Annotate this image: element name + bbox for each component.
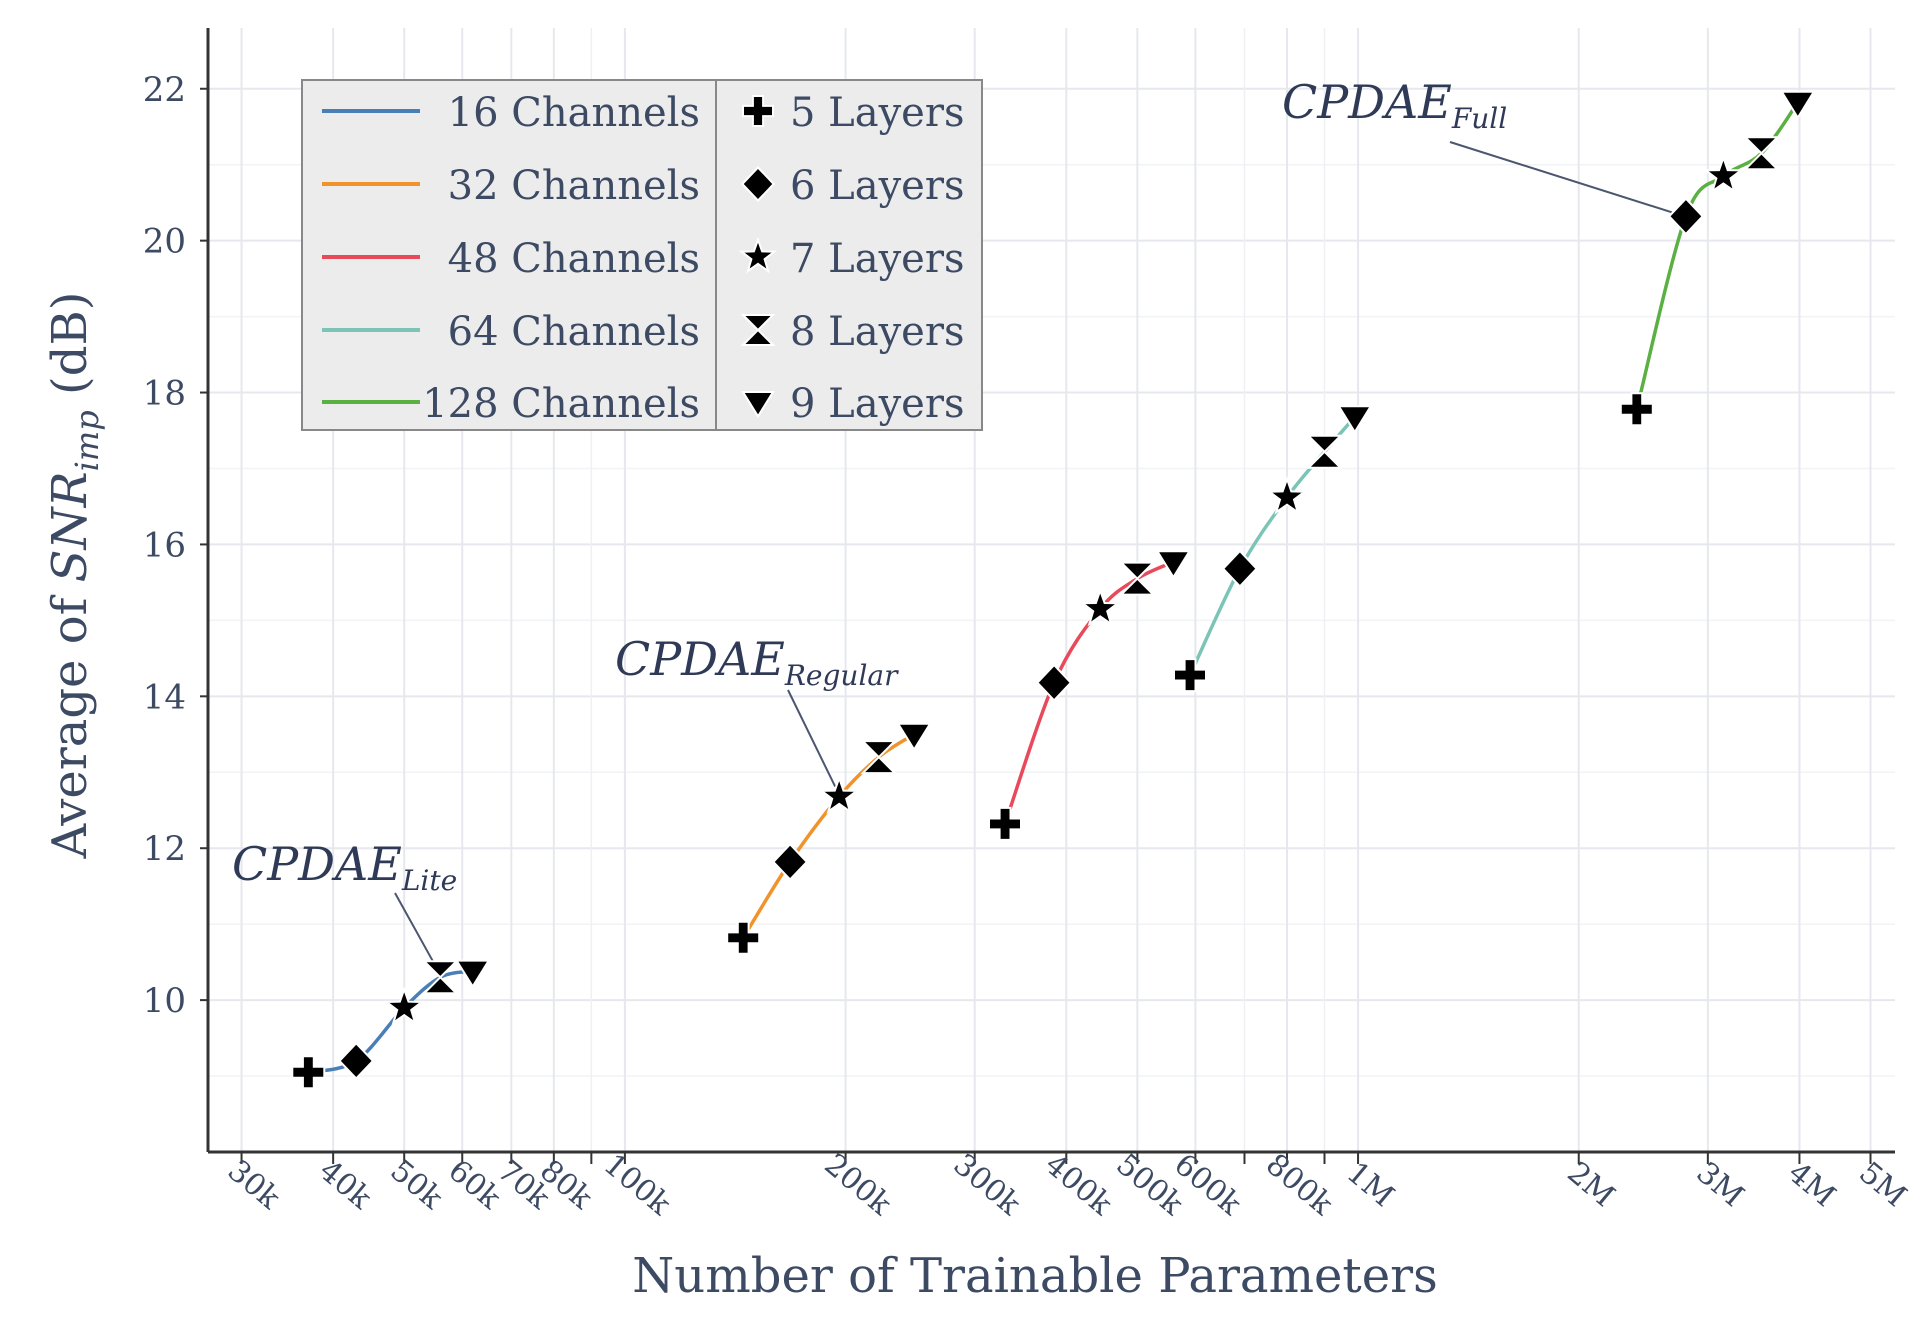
x-tick-label: 4M	[1781, 1155, 1842, 1214]
legend-marker-diamond	[740, 166, 776, 202]
x-tick-label: 3M	[1690, 1155, 1751, 1214]
legend-series-label: 64 Channels	[448, 309, 700, 355]
x-tick-label: 600k	[1167, 1147, 1248, 1223]
legend-layer-label: 5 Layers	[790, 90, 965, 136]
annotation-arrow	[787, 689, 837, 788]
annotation-label: CPDAEFull	[1282, 75, 1507, 135]
annotation-arrow	[394, 892, 438, 968]
annotation-label-subscript: Regular	[784, 659, 899, 692]
data-point-series2-5	[896, 722, 932, 752]
data-point-series1-5	[454, 959, 491, 989]
y-axis-title-variable: SNR	[42, 471, 98, 582]
y-tick-label: 12	[143, 829, 186, 869]
data-point-series1-1	[291, 1055, 326, 1090]
annotation-label-subscript: Lite	[401, 864, 457, 897]
x-tick-label: 800k	[1259, 1147, 1340, 1223]
data-point-series4-3	[1266, 475, 1308, 515]
data-point-series4-5	[1337, 405, 1373, 434]
data-point-series2-1	[726, 920, 761, 955]
y-tick-label: 16	[143, 525, 186, 565]
series-line-3	[1003, 560, 1175, 825]
data-point-series3-1	[988, 806, 1022, 841]
data-point-series2-2	[772, 842, 809, 881]
y-ticks: 10 12 14 16 18 20 22	[143, 70, 208, 1021]
series-line-4	[1188, 415, 1357, 676]
legend-layer-label: 7 Layers	[790, 236, 965, 282]
legend-series-label: 32 Channels	[448, 163, 700, 209]
x-tick-label: 30k	[221, 1153, 287, 1217]
data-point-series4-1	[1173, 658, 1207, 693]
data-point-series4-4	[1306, 434, 1343, 469]
data-point-series3-3	[1079, 587, 1121, 627]
annotation-label-main: CPDAE	[1282, 75, 1452, 129]
y-tick-label: 18	[143, 374, 186, 414]
x-tick-label: 5M	[1852, 1155, 1913, 1214]
y-tick-label: 10	[143, 981, 186, 1021]
series-line-2	[741, 732, 916, 939]
data-point-series5-4	[1742, 136, 1780, 171]
y-tick-label: 20	[143, 222, 186, 262]
legend-series-label: 16 Channels	[448, 90, 700, 136]
legend-layer-label: 8 Layers	[790, 309, 965, 355]
y-tick-label: 22	[143, 70, 186, 110]
data-point-series1-3	[383, 986, 425, 1026]
data-markers	[291, 90, 1816, 1090]
x-tick-label: 200k	[818, 1147, 899, 1223]
x-tick-label: 2M	[1561, 1155, 1622, 1214]
x-tick-label: 80k	[533, 1153, 599, 1217]
data-point-series3-4	[1118, 561, 1156, 596]
data-point-series1-2	[338, 1041, 375, 1080]
x-tick-label: 40k	[312, 1153, 378, 1217]
y-axis-title-prefix: Average of	[42, 582, 98, 859]
legend-marker-triangle-down	[741, 391, 775, 419]
annotation-label-main: CPDAE	[615, 632, 785, 686]
data-point-series3-2	[1036, 663, 1073, 702]
data-point-series5-1	[1619, 392, 1654, 427]
x-tick-label: 400k	[1038, 1147, 1119, 1223]
x-tick-label: 100k	[597, 1147, 678, 1223]
data-point-series1-4	[421, 960, 459, 995]
y-axis-title-subscript: imp	[68, 410, 106, 471]
annotation-label-main: CPDAE	[232, 837, 402, 891]
legend-marker-plus	[742, 95, 774, 127]
data-point-series2-4	[860, 740, 898, 775]
legend-marker-hourglass	[740, 314, 776, 346]
x-tick-label: 50k	[383, 1153, 449, 1217]
x-tick-label: 500k	[1109, 1147, 1190, 1223]
legend-layer-label: 6 Layers	[790, 163, 965, 209]
y-axis-title-suffix: (dB)	[42, 292, 98, 411]
data-point-series3-5	[1155, 550, 1192, 579]
y-tick-label: 14	[143, 677, 186, 717]
annotation-label: CPDAELite	[232, 837, 457, 897]
data-point-series5-3	[1703, 154, 1744, 194]
data-point-series4-2	[1221, 549, 1258, 588]
series-line-5	[1635, 101, 1800, 410]
x-tick-label: 300k	[947, 1147, 1028, 1223]
data-point-series5-5	[1780, 90, 1816, 120]
legend-layer-label: 9 Layers	[790, 381, 965, 427]
annotation-arrow	[1449, 141, 1673, 214]
legend: 16 Channels 32 Channels 48 Channels 64 Chan…	[301, 79, 983, 431]
legend-series-label: 48 Channels	[448, 236, 700, 282]
y-axis-title: Average of SNRimp (dB)	[42, 292, 106, 860]
annotation-label-subscript: Full	[1451, 102, 1507, 135]
data-point-series2-3	[818, 775, 860, 814]
axes	[206, 28, 1895, 1154]
data-point-series5-2	[1667, 197, 1704, 236]
legend-marker-star	[738, 236, 778, 274]
x-axis-title: Number of Trainable Parameters	[632, 1248, 1437, 1304]
x-tick-label: 1M	[1340, 1155, 1401, 1214]
legend-series-label: 128 Channels	[422, 381, 700, 427]
annotation-label: CPDAERegular	[615, 632, 899, 692]
